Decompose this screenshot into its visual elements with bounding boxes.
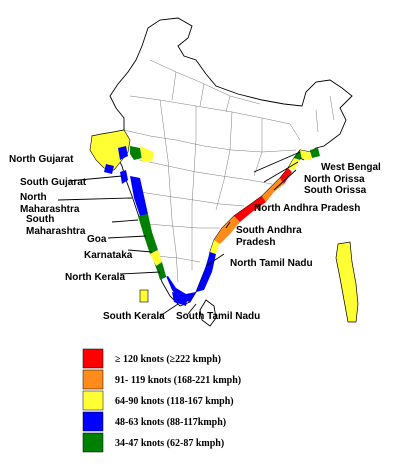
region-label-south-maharashtra: South Maharashtra xyxy=(26,214,86,237)
region-label-west-bengal: West Bengal xyxy=(321,162,381,173)
legend-swatch xyxy=(82,369,104,390)
region-label-north-kerala: North Kerala xyxy=(65,272,125,283)
sri-lanka-outline xyxy=(199,299,217,327)
legend-label: 91- 119 knots (168-221 kmph) xyxy=(115,375,241,386)
legend-swatch xyxy=(82,348,104,369)
legend: ≥ 120 knots (≥222 kmph) 91- 119 knots (16… xyxy=(82,348,241,453)
region-label-south-gujarat: South Gujarat xyxy=(20,177,87,188)
lakshadweep-island xyxy=(139,289,149,303)
legend-swatch xyxy=(82,390,104,411)
legend-label: 48-63 knots (88-117kmph) xyxy=(115,417,226,428)
zone-east-coast xyxy=(196,148,320,292)
andaman-nicobar-islands xyxy=(335,241,359,323)
legend-label: 64-90 knots (118-167 kmph) xyxy=(115,396,234,407)
region-label-south-tamil-nadu: South Tamil Nadu xyxy=(176,311,260,322)
legend-swatch xyxy=(82,411,104,432)
region-label-north-andhra-pradesh: North Andhra Pradesh xyxy=(254,203,360,214)
region-label-karnataka: Karnataka xyxy=(84,250,133,261)
zone-west-coast xyxy=(130,176,196,306)
region-label-north-maharashtra: North Maharashtra xyxy=(20,192,80,215)
leader-lines xyxy=(57,151,305,317)
district-boundaries xyxy=(123,59,335,283)
region-label-north-orissa: North Orissa xyxy=(304,174,365,185)
india-outline xyxy=(91,17,353,307)
region-labels: North Gujarat South Gujarat North Maharasht… xyxy=(9,154,381,322)
legend-label: 34-47 knots (62-87 kmph) xyxy=(115,438,224,449)
legend-label: ≥ 120 knots (≥222 kmph) xyxy=(115,354,221,365)
region-label-south-orissa: South Orissa xyxy=(304,185,367,196)
region-label-south-andhra-pradesh: South Andhra Pradesh xyxy=(236,225,302,248)
region-label-south-kerala: South Kerala xyxy=(103,311,165,322)
zone-gujarat xyxy=(89,129,154,184)
region-label-north-gujarat: North Gujarat xyxy=(9,154,74,165)
legend-swatch xyxy=(82,432,104,453)
region-label-north-tamil-nadu: North Tamil Nadu xyxy=(230,258,313,269)
region-label-goa: Goa xyxy=(87,234,107,245)
